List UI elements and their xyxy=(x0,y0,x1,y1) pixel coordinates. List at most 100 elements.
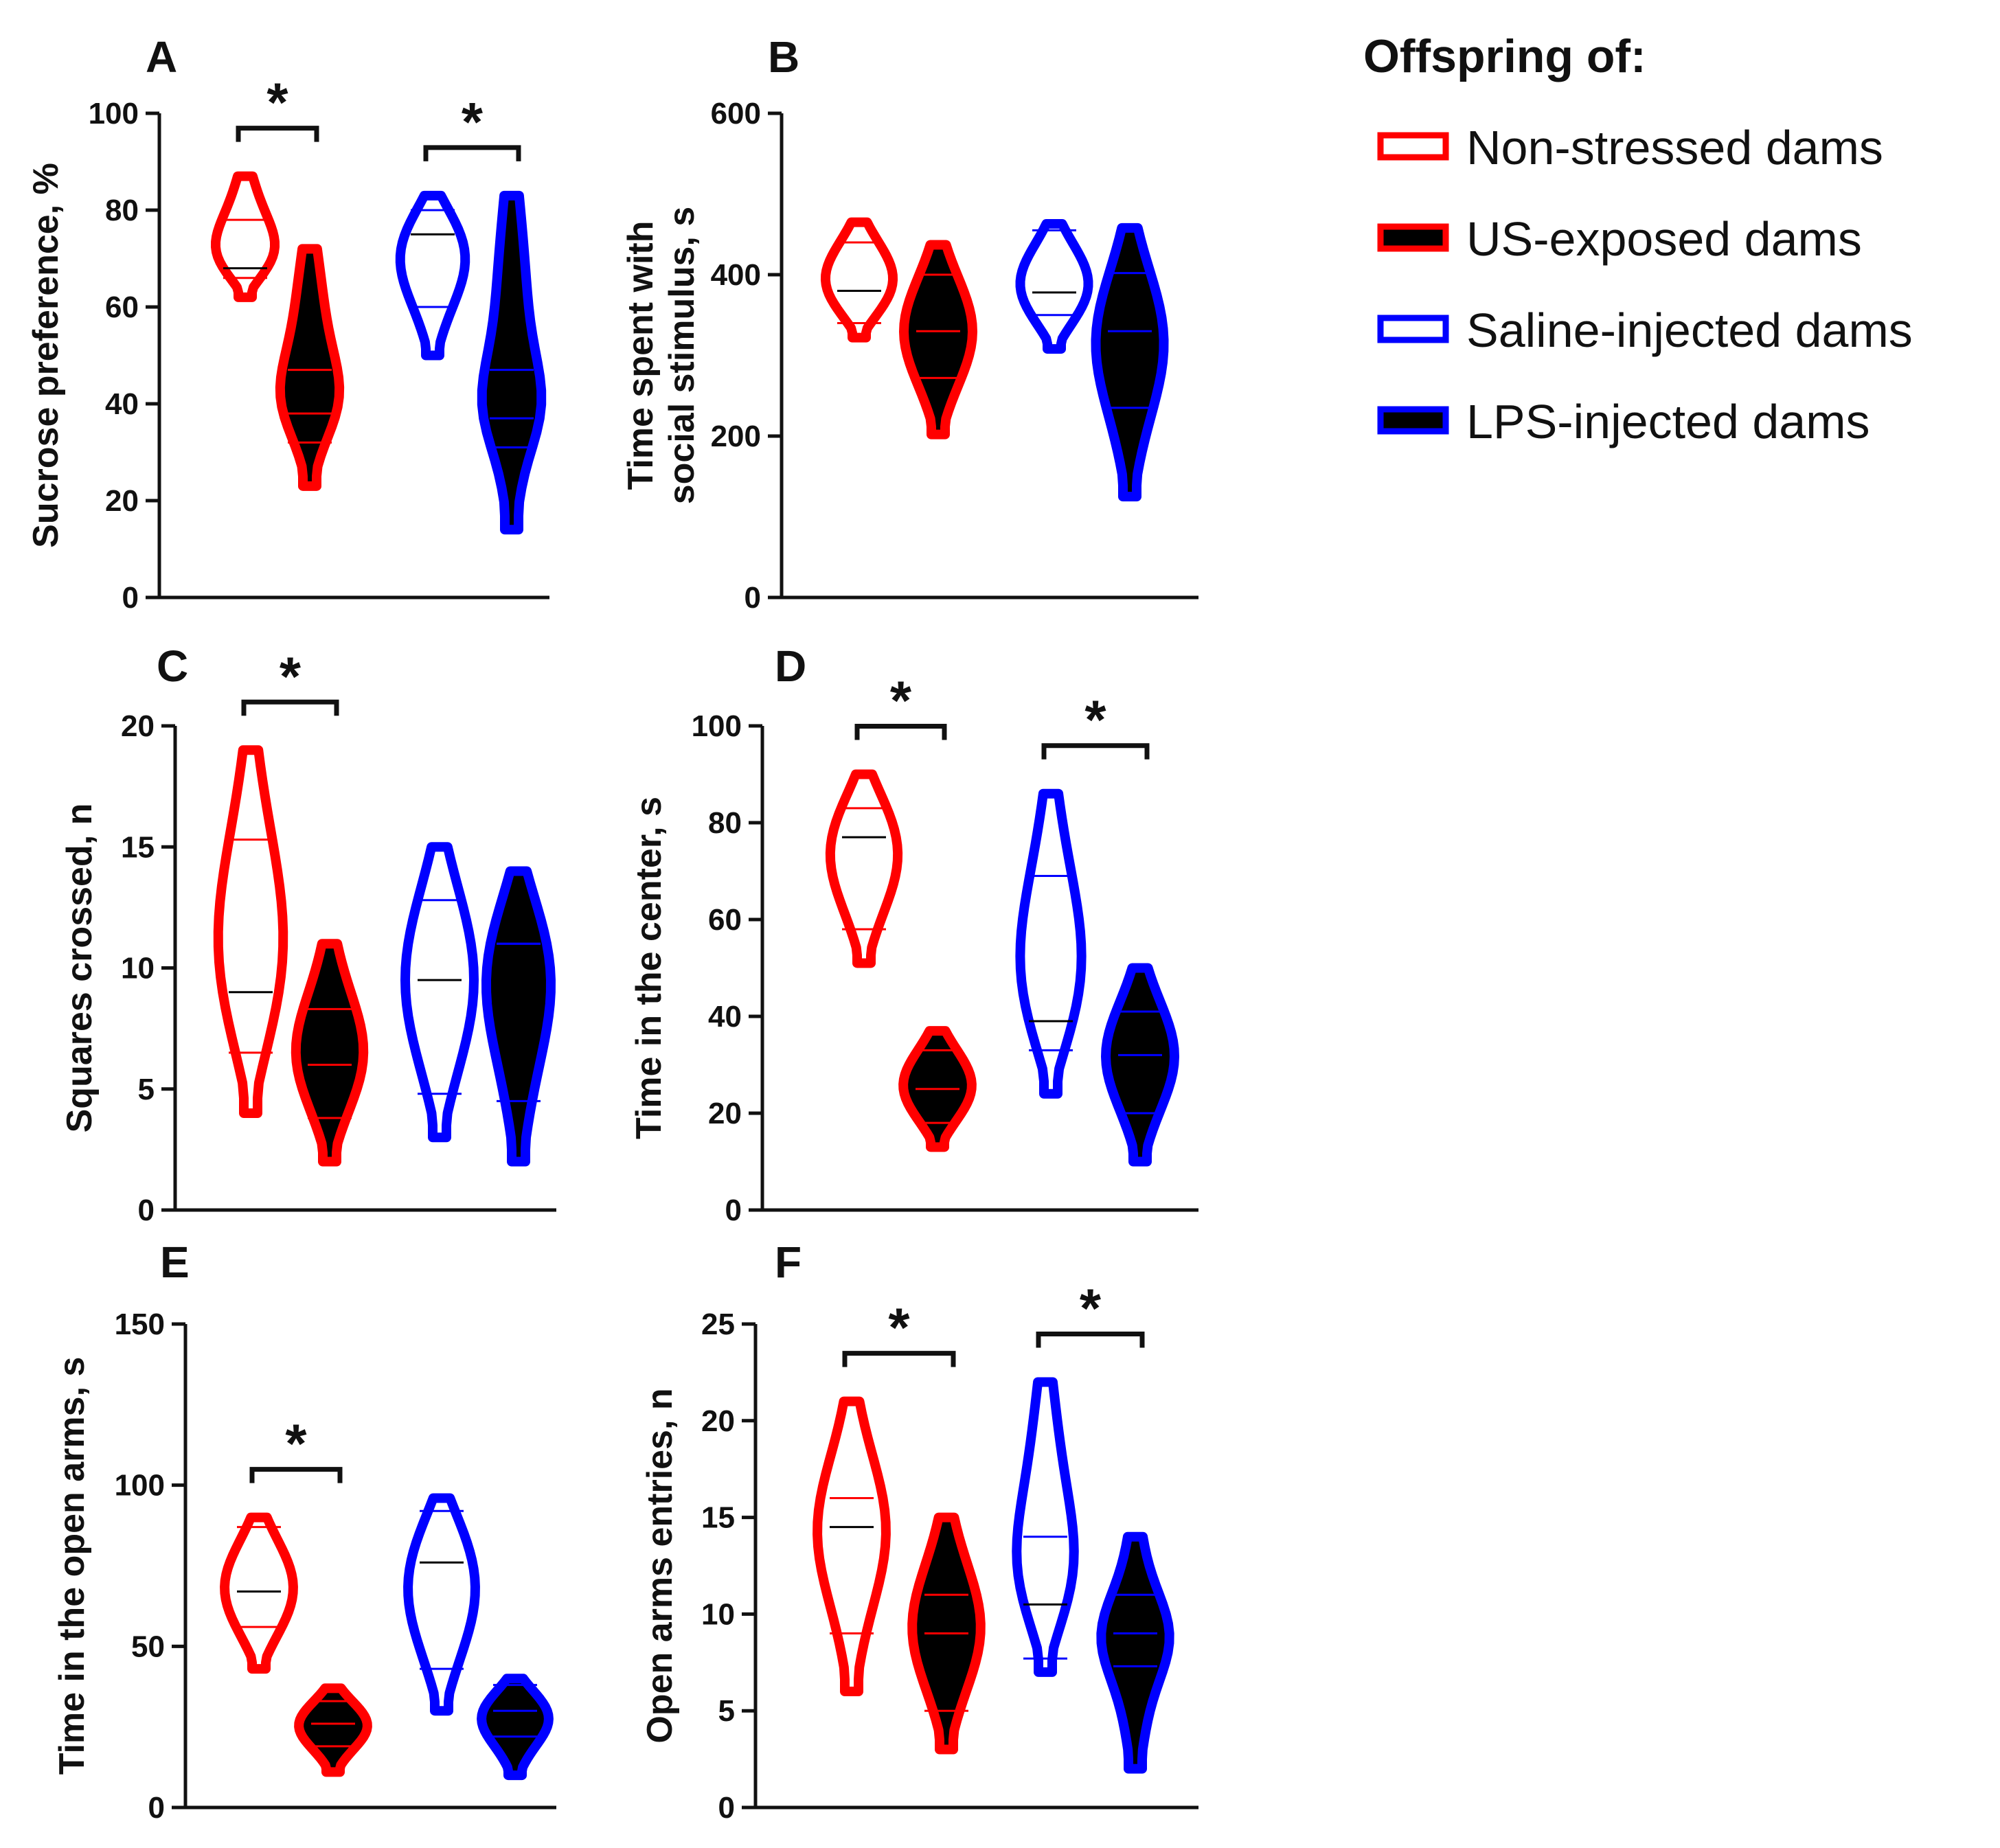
significance-star: * xyxy=(280,646,302,707)
panel-c: C 0 5 10 15 20 Squares crossed, n * xyxy=(60,641,556,1227)
significance-bracket xyxy=(423,145,521,161)
y-tick-label: 0 xyxy=(122,581,139,615)
significance-star: * xyxy=(890,670,912,731)
violin-us-exposed-dams xyxy=(275,244,345,491)
y-tick-label: 0 xyxy=(745,581,761,615)
significance-star: * xyxy=(266,72,288,133)
panel-letter: B xyxy=(768,32,799,82)
y-axis-label: Open arms entries, n xyxy=(640,1388,680,1743)
y-tick-label: 100 xyxy=(89,97,139,130)
significance-star: * xyxy=(888,1297,910,1358)
violin-us-exposed-dams xyxy=(291,939,369,1167)
y-tick-label: 50 xyxy=(131,1630,165,1663)
violin-lps-injected-dams xyxy=(1091,223,1169,502)
y-axis-label: Time spent with xyxy=(621,221,661,490)
panel-letter: D xyxy=(775,641,806,691)
panel-f: F 0 5 10 15 20 25 Open arms entries, n * * xyxy=(640,1237,1198,1825)
y-tick-label: 20 xyxy=(121,709,155,743)
legend-label: Non-stressed dams xyxy=(1466,121,1883,174)
y-tick-label: 0 xyxy=(718,1791,735,1825)
significance-bracket xyxy=(842,1351,956,1367)
y-axis-label: social stimulus, s xyxy=(662,207,702,505)
y-tick-label: 5 xyxy=(718,1694,735,1728)
significance-bracket xyxy=(236,126,319,142)
violin-lps-injected-dams xyxy=(477,190,547,535)
y-tick-label: 60 xyxy=(708,903,742,937)
y-axis-label: Squares crossed, n xyxy=(60,803,100,1133)
legend-label: LPS-injected dams xyxy=(1466,395,1870,448)
violin-saline-injected-dams xyxy=(403,1493,480,1716)
significance-star: * xyxy=(1084,689,1106,751)
y-tick-label: 40 xyxy=(105,387,139,421)
y-axis-label: Sucrose preference, % xyxy=(26,163,66,548)
y-tick-label: 200 xyxy=(711,420,761,453)
y-tick-label: 80 xyxy=(105,194,139,227)
y-tick-label: 15 xyxy=(121,830,155,864)
y-tick-label: 0 xyxy=(138,1194,155,1227)
legend-title: Offspring of: xyxy=(1363,30,1646,82)
violin-lps-injected-dams xyxy=(481,866,556,1167)
y-tick-label: 0 xyxy=(148,1791,165,1825)
legend-swatch xyxy=(1377,315,1449,343)
significance-star: * xyxy=(285,1413,307,1474)
panel-letter: E xyxy=(160,1237,190,1287)
violin-lps-injected-dams xyxy=(1101,963,1179,1167)
y-tick-label: 60 xyxy=(105,290,139,324)
significance-bracket xyxy=(249,1467,343,1483)
violin-lps-injected-dams xyxy=(1096,1531,1174,1774)
y-tick-label: 20 xyxy=(708,1097,742,1130)
violin-saline-injected-dams xyxy=(395,190,470,361)
y-tick-label: 600 xyxy=(711,97,761,130)
violin-saline-injected-dams xyxy=(1015,788,1087,1099)
y-tick-label: 0 xyxy=(725,1194,742,1227)
legend-swatch xyxy=(1377,132,1449,161)
significance-bracket xyxy=(1041,743,1150,760)
y-axis-label: Time in the center, s xyxy=(629,797,669,1139)
violin-non-stressed-dams xyxy=(820,217,898,343)
y-tick-label: 20 xyxy=(701,1404,735,1438)
significance-bracket xyxy=(1036,1331,1145,1348)
panel-letter: F xyxy=(775,1237,802,1287)
legend-swatch xyxy=(1377,223,1449,252)
y-tick-label: 5 xyxy=(138,1073,155,1106)
y-tick-label: 100 xyxy=(692,709,742,743)
violin-saline-injected-dams xyxy=(1015,218,1093,354)
panel-d: D 0 20 40 60 80 100 Time in the center, s * * xyxy=(629,641,1198,1227)
violin-non-stressed-dams xyxy=(210,171,280,302)
violin-saline-injected-dams xyxy=(1012,1377,1079,1677)
legend: Offspring of: Non-stressed dams US-expose… xyxy=(1363,30,1913,448)
violin-lps-injected-dams xyxy=(477,1674,554,1781)
panel-b: B 0 200 400 600 Time spent with social stimulu… xyxy=(621,32,1198,615)
violin-non-stressed-dams xyxy=(825,769,903,968)
panel-a: A 0 20 40 60 80 100 Sucrose preference, % * * xyxy=(26,32,549,615)
significance-bracket xyxy=(241,699,339,716)
violin-us-exposed-dams xyxy=(294,1683,372,1777)
y-tick-label: 100 xyxy=(115,1469,165,1503)
legend-label: US-exposed dams xyxy=(1466,212,1862,266)
panel-letter: A xyxy=(146,32,177,82)
panel-letter: C xyxy=(157,641,188,691)
y-tick-label: 40 xyxy=(708,1000,742,1034)
y-tick-label: 10 xyxy=(121,952,155,985)
legend-entries: Non-stressed dams US-exposed dams Saline-i… xyxy=(1377,121,1913,448)
violin-saline-injected-dams xyxy=(400,842,479,1143)
y-tick-label: 80 xyxy=(708,806,742,840)
legend-swatch xyxy=(1377,406,1449,435)
legend-label: Saline-injected dams xyxy=(1466,304,1913,357)
violin-non-stressed-dams xyxy=(220,1512,298,1674)
violin-non-stressed-dams xyxy=(213,745,288,1118)
violin-us-exposed-dams xyxy=(899,240,977,440)
significance-star: * xyxy=(1080,1277,1102,1338)
y-tick-label: 20 xyxy=(105,484,139,518)
y-tick-label: 400 xyxy=(711,258,761,292)
significance-bracket xyxy=(854,724,947,740)
y-tick-label: 15 xyxy=(701,1501,735,1535)
significance-star: * xyxy=(462,91,484,152)
y-tick-label: 150 xyxy=(115,1308,165,1341)
panel-e: E 0 50 100 150 Time in the open arms, s * xyxy=(52,1237,556,1825)
y-axis-label: Time in the open arms, s xyxy=(52,1357,92,1775)
violin-non-stressed-dams xyxy=(812,1396,891,1697)
y-tick-label: 25 xyxy=(701,1308,735,1341)
